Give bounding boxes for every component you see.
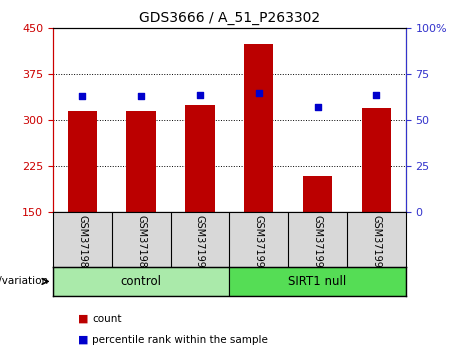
Text: control: control <box>121 275 162 288</box>
Text: SIRT1 null: SIRT1 null <box>289 275 347 288</box>
Bar <box>229 267 406 296</box>
Point <box>255 90 262 96</box>
Text: GSM371989: GSM371989 <box>136 215 146 274</box>
Point <box>137 93 145 99</box>
Title: GDS3666 / A_51_P263302: GDS3666 / A_51_P263302 <box>139 11 320 24</box>
Point <box>314 105 321 110</box>
Bar <box>126 111 156 212</box>
Bar <box>303 176 332 212</box>
Text: ■: ■ <box>78 314 89 324</box>
Text: count: count <box>92 314 122 324</box>
Text: GSM371991: GSM371991 <box>254 215 264 274</box>
Bar <box>361 108 391 212</box>
Point <box>372 92 380 97</box>
Bar <box>244 44 273 212</box>
Bar <box>53 267 230 296</box>
Text: GSM371988: GSM371988 <box>77 215 88 274</box>
Text: GSM371990: GSM371990 <box>195 215 205 274</box>
Text: genotype/variation: genotype/variation <box>0 276 48 286</box>
Text: ■: ■ <box>78 335 89 345</box>
Bar <box>68 111 97 212</box>
Text: percentile rank within the sample: percentile rank within the sample <box>92 335 268 345</box>
Text: GSM371992: GSM371992 <box>313 215 323 274</box>
Point <box>196 92 204 97</box>
Point <box>79 93 86 99</box>
Bar <box>185 105 215 212</box>
Text: GSM371993: GSM371993 <box>371 215 381 274</box>
